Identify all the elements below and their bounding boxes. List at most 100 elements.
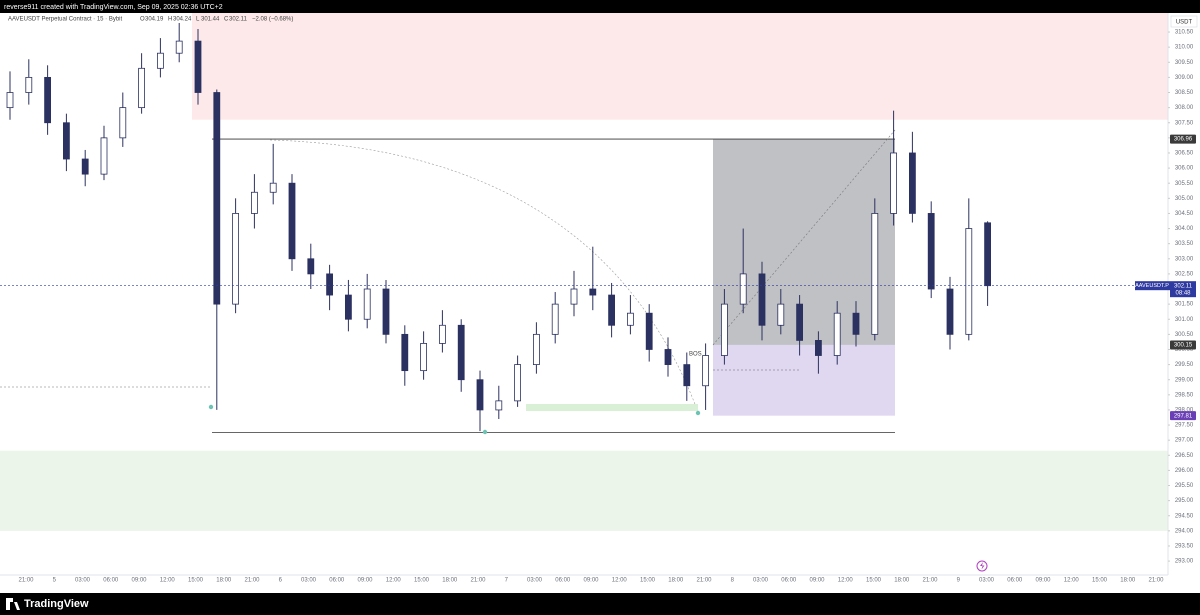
legend-key: C [224,17,229,23]
legend-key: O [140,17,145,23]
brand-logo [6,598,20,610]
x-tick-label: 06:00 [781,578,797,584]
y-tick-label: 304.50 [1175,211,1194,217]
candle-body [570,288,578,305]
legend-change: −2.08 (−0.68%) [252,17,293,23]
candle-body [777,303,785,326]
y-tick-label: 308.00 [1175,105,1194,111]
x-tick-label: 15:00 [866,578,882,584]
candle-body [815,340,822,356]
candle-body [457,324,465,381]
y-tick-label: 301.00 [1175,317,1194,323]
x-tick-label: 15:00 [188,578,204,584]
legend-value: 304.24 [173,17,192,23]
y-tick-label: 294.50 [1175,513,1194,519]
x-tick-label: 06:00 [1007,578,1023,584]
x-tick-label: 03:00 [753,578,769,584]
y-tick-label: 295.00 [1175,498,1194,504]
x-tick-label: 15:00 [414,578,430,584]
x-tick-label: 18:00 [894,578,910,584]
price-tag [1170,411,1196,421]
x-tick-label: 7 [505,578,509,584]
x-tick-label: 21:00 [696,578,712,584]
x-tick-label: 18:00 [216,578,232,584]
y-tick-label: 295.50 [1175,483,1194,489]
legend-key: L [196,17,200,23]
header-title: reverse911 created with TradingView.com,… [4,4,223,11]
candle-body [382,288,390,335]
candle-body [608,294,615,326]
y-tick-label: 310.00 [1175,45,1194,51]
candle-body [138,67,146,109]
y-tick-label: 297.50 [1175,423,1194,429]
legend-items: O 304.19 H 304.24 L 301.44 C 302.11 −2.08 (−0.68… [140,17,293,23]
candle-body [890,152,897,214]
y-tick-label: 303.50 [1175,241,1194,247]
brand-name: TradingView [24,598,89,610]
candle-body [514,364,521,402]
top-bar [0,0,1200,13]
candle-body [739,273,747,305]
green-block [526,404,698,411]
x-tick-label: 21:00 [1148,578,1164,584]
last-price-tag [1170,281,1196,298]
x-tick-label: 18:00 [442,578,458,584]
x-tick-label: 03:00 [979,578,995,584]
candle-body [438,324,446,344]
x-tick-label: 12:00 [386,578,402,584]
x-tick-label: 09:00 [1035,578,1051,584]
candle-body [213,92,221,305]
y-tick-label: 302.50 [1175,271,1194,277]
candle-body [44,76,51,124]
x-tick-label: 21:00 [244,578,260,584]
y-tick-label: 293.00 [1175,559,1194,565]
y-tick-label: 309.00 [1175,75,1194,81]
zone [192,13,1168,120]
candle-body [984,222,991,287]
x-tick-label: 03:00 [301,578,317,584]
currency-box [1170,15,1198,28]
x-tick-label: 5 [53,578,57,584]
x-tick-label: 06:00 [103,578,119,584]
candle-body [589,288,597,296]
currency: USDT [1176,20,1193,26]
y-tick-label: 306.50 [1175,151,1194,157]
zone [0,450,1168,531]
y-tick-label: 298.00 [1175,408,1194,414]
x-tick-label: 09:00 [583,578,599,584]
x-tick-label: 12:00 [838,578,854,584]
pivot-dot [482,429,488,435]
x-tick-label: 9 [957,578,961,584]
price-tag [1170,340,1196,350]
candle-body [627,312,634,326]
y-tick-label: 300.00 [1175,347,1194,353]
y-tick-label: 308.50 [1175,90,1194,96]
axis-labels: 293.00 293.50 294.00 294.50 295.00 295.50 296.… [18,30,1196,584]
pivot-dot [208,404,214,410]
candle-body [269,182,277,193]
legend-symbol: AAVEUSDT Perpetual Contract · 15 · Bybit [8,17,122,23]
y-tick-label: 304.00 [1175,226,1194,232]
candle-body [852,312,860,335]
x-tick-label: 06:00 [555,578,571,584]
legend-value: 304.19 [145,17,164,23]
y-tick-label: 305.50 [1175,181,1194,187]
candle-body [307,258,315,275]
candle-body [476,379,484,411]
price-axis [1168,13,1200,593]
y-tick-label: 299.50 [1175,362,1194,368]
x-tick-label: 06:00 [329,578,345,584]
zones [0,13,1168,531]
y-tick-label: 310.50 [1175,30,1194,36]
legend-value: 301.44 [201,17,220,23]
candle-body [796,303,803,341]
candle-body [702,355,709,387]
candle-body [495,400,503,411]
x-tick-label: 18:00 [1120,578,1136,584]
x-tick-label: 15:00 [1092,578,1108,584]
symbol-tag [1135,281,1170,291]
pivot-dot [695,410,701,416]
y-tick-label: 299.00 [1175,377,1194,383]
